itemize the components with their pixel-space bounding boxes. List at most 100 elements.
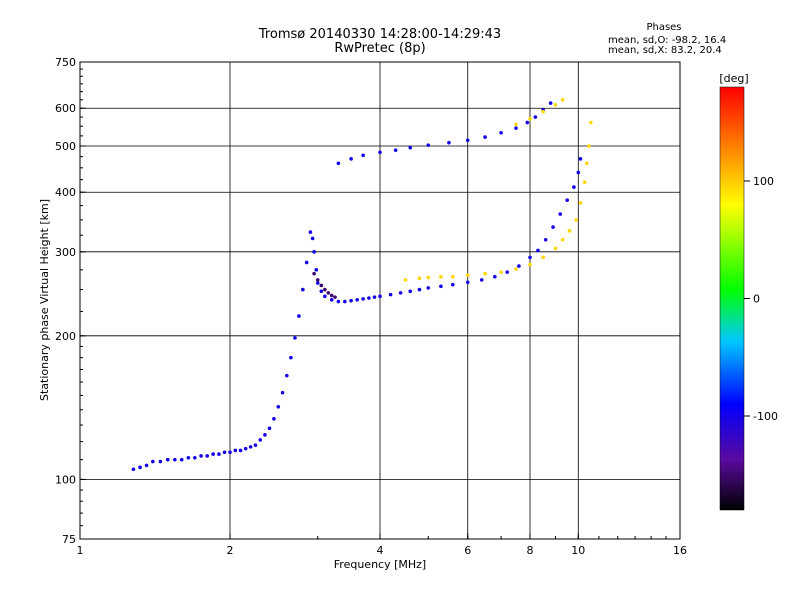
data-point <box>343 299 347 304</box>
data-point <box>289 355 293 360</box>
data-point <box>426 143 431 147</box>
data-point <box>553 246 558 251</box>
data-point <box>378 150 382 155</box>
data-point <box>304 260 309 265</box>
data-point <box>319 283 324 288</box>
data-point <box>151 459 155 464</box>
data-point <box>408 145 413 150</box>
data-point <box>533 115 538 119</box>
data-point <box>355 297 359 302</box>
y-axis-ticks: 75 100 200 300 400 500 600 750 <box>55 56 86 546</box>
data-point <box>426 286 431 290</box>
data-point <box>393 148 398 152</box>
colorbar-ticks: 100 0 -100 <box>744 175 778 423</box>
y-axis-label: Stationary phase Virtual Height [km] <box>38 199 51 401</box>
x-tick-label: 4 <box>377 544 384 557</box>
data-point <box>514 122 518 127</box>
y-tick-label: 75 <box>62 533 76 546</box>
data-point <box>560 97 565 102</box>
data-point <box>372 295 377 299</box>
data-point <box>378 294 382 299</box>
data-point <box>514 126 518 130</box>
data-point <box>541 255 545 260</box>
data-point <box>280 390 285 395</box>
data-point <box>388 292 393 297</box>
data-point <box>333 295 337 299</box>
data-point <box>589 120 593 125</box>
x-tick-label: 8 <box>527 544 534 557</box>
data-point <box>293 336 297 340</box>
data-point <box>417 287 422 292</box>
data-point <box>308 230 313 234</box>
data-point <box>326 291 331 295</box>
data-point <box>138 465 142 470</box>
data-point <box>439 284 443 289</box>
data-point <box>548 101 553 105</box>
x-tick-label: 10 <box>571 544 585 557</box>
grid <box>80 62 680 539</box>
data-point <box>238 448 243 453</box>
data-point <box>349 298 353 303</box>
data-point <box>587 144 591 148</box>
data-point <box>541 109 545 114</box>
data-point <box>248 445 253 449</box>
data-point <box>315 278 320 282</box>
x-tick-label: 2 <box>227 544 234 557</box>
data-point <box>329 297 334 302</box>
data-point <box>439 274 443 279</box>
data-point <box>144 463 149 468</box>
data-point <box>276 404 281 409</box>
x-axis-ticks: 1 2 4 6 8 10 16 <box>77 533 687 557</box>
data-point <box>567 229 572 233</box>
data-point <box>528 117 532 121</box>
data-point <box>514 267 518 271</box>
data-point <box>574 218 578 222</box>
data-point <box>131 467 136 472</box>
data-point <box>451 274 455 279</box>
chart-subtitle: RwPretec (8p) <box>334 41 425 56</box>
data-point <box>576 170 581 175</box>
data-point <box>479 278 484 282</box>
data-point <box>426 275 431 280</box>
colorbar-tick-label: -100 <box>753 410 778 423</box>
data-point <box>336 299 341 304</box>
data-point <box>186 455 191 460</box>
data-point <box>398 291 403 295</box>
colorbar <box>719 86 745 511</box>
x-tick-label: 16 <box>673 544 687 557</box>
data-point <box>578 157 583 161</box>
data-points <box>131 97 593 472</box>
data-point <box>558 212 563 216</box>
data-point <box>315 281 320 285</box>
data-point <box>465 280 470 285</box>
data-point <box>536 248 540 253</box>
y-tick-label: 600 <box>55 102 76 115</box>
data-point <box>199 454 203 458</box>
data-point <box>253 443 258 447</box>
phases-label: Phases <box>646 22 681 33</box>
y-tick-label: 400 <box>55 186 76 199</box>
chart-title: Tromsø 20140330 14:28:00-14:29:43 <box>258 27 501 42</box>
data-point <box>158 459 163 464</box>
data-point <box>367 296 371 300</box>
data-point <box>361 297 365 301</box>
data-point <box>572 185 576 189</box>
data-point <box>553 103 558 107</box>
data-point <box>228 450 232 455</box>
data-point <box>565 198 569 202</box>
data-point <box>505 270 509 274</box>
y-tick-label: 750 <box>55 56 76 69</box>
data-point <box>205 454 209 458</box>
data-point <box>465 273 470 277</box>
data-point <box>323 287 327 292</box>
data-point <box>243 446 248 451</box>
x-axis-label: Frequency [MHz] <box>334 558 426 571</box>
data-point <box>517 264 521 268</box>
colorbar-unit-label: [deg] <box>719 72 748 85</box>
data-point <box>314 268 319 272</box>
x-tick-label: 6 <box>464 544 471 557</box>
data-point <box>584 161 589 166</box>
data-point <box>465 138 470 143</box>
data-point <box>525 120 530 125</box>
